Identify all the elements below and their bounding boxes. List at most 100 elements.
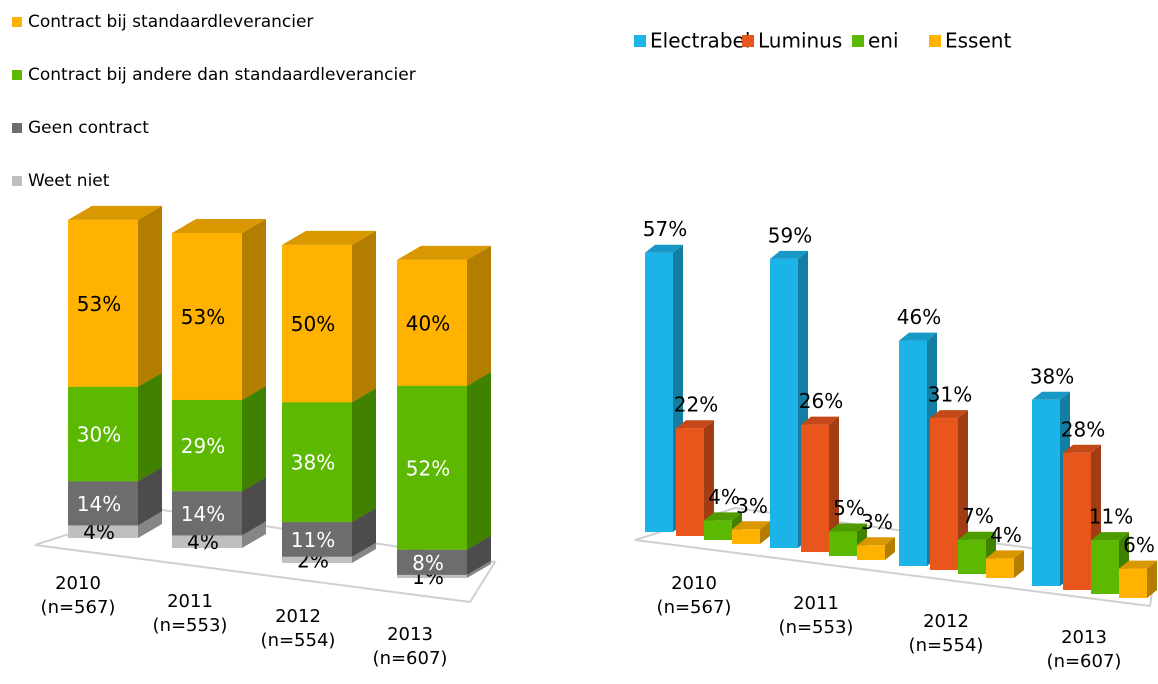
value-label: 57%	[643, 217, 687, 241]
bar-front	[282, 402, 352, 523]
bar-segment	[172, 219, 266, 400]
legend-label: Contract bij andere dan standaardleveran…	[28, 65, 416, 85]
bar-front	[172, 491, 242, 536]
legend-swatch	[634, 35, 646, 47]
legend-swatch	[12, 123, 22, 133]
bar-top	[1032, 391, 1070, 400]
bar	[930, 410, 968, 570]
bar-side	[467, 371, 491, 550]
bar-side	[829, 416, 839, 552]
bar-side	[352, 508, 376, 557]
bar-front	[172, 399, 242, 492]
bar-front	[282, 244, 352, 403]
bar-top	[1091, 532, 1129, 541]
bar-side	[1147, 560, 1157, 598]
legend-swatch	[852, 35, 864, 47]
value-label: 46%	[897, 305, 941, 329]
bar-front	[1032, 399, 1060, 586]
bar-front	[397, 574, 467, 578]
bar-top	[704, 512, 742, 521]
bar-top	[172, 219, 266, 233]
bar-side	[242, 521, 266, 548]
bar-front	[770, 258, 798, 548]
bar	[958, 531, 996, 574]
legend-swatch	[12, 17, 22, 27]
bar-front	[172, 233, 242, 400]
bar-side	[242, 219, 266, 400]
value-label: 53%	[77, 292, 121, 316]
bar-front	[732, 529, 760, 544]
bar-front	[397, 385, 467, 550]
bar-side	[138, 511, 162, 538]
value-label: 29%	[181, 434, 225, 458]
bar-front	[986, 558, 1014, 578]
value-label: 53%	[181, 305, 225, 329]
bar-front	[645, 252, 673, 532]
bar-top	[1119, 560, 1157, 569]
bar-front	[1091, 540, 1119, 594]
legend-label: Contract bij standaardleverancier	[28, 12, 313, 32]
bar-front	[930, 418, 958, 570]
bar	[732, 521, 770, 544]
x-tick-label: 2012 (n=554)	[908, 611, 984, 656]
bar-side	[760, 521, 770, 544]
value-label: 8%	[412, 551, 444, 575]
value-label: 38%	[1030, 364, 1074, 388]
legend-swatch	[929, 35, 941, 47]
x-tick-label: 2010 (n=567)	[40, 573, 116, 618]
bar-side	[467, 535, 491, 575]
bar	[986, 550, 1024, 578]
bar-front	[801, 424, 829, 552]
bar-front	[1119, 568, 1147, 598]
legend-label: Luminus	[758, 29, 842, 53]
bar-side	[138, 467, 162, 526]
value-label: 3%	[736, 494, 768, 518]
bar-side	[242, 385, 266, 492]
bar-side	[467, 560, 491, 578]
value-label: 26%	[799, 389, 843, 413]
bar-segment	[397, 371, 491, 550]
value-label: 14%	[77, 492, 121, 516]
bar	[770, 250, 808, 548]
bar-side	[352, 230, 376, 403]
bar-side	[242, 477, 266, 536]
bar	[1091, 532, 1129, 594]
bar-top	[899, 332, 937, 341]
bar-top	[732, 521, 770, 530]
value-label: 28%	[1061, 417, 1105, 441]
bar-top	[801, 416, 839, 425]
bar-side	[958, 410, 968, 570]
bar-front	[397, 259, 467, 386]
bar-front	[68, 219, 138, 387]
bar-top	[958, 531, 996, 540]
legend-swatch	[742, 35, 754, 47]
bar-front	[172, 535, 242, 548]
value-label: 30%	[77, 423, 121, 447]
bar-front	[958, 539, 986, 574]
bar-top	[397, 245, 491, 260]
bar-side	[352, 388, 376, 523]
bar-front	[68, 481, 138, 526]
value-label: 11%	[1089, 505, 1133, 529]
bar-front	[1063, 452, 1091, 590]
value-label: 52%	[406, 456, 450, 480]
bar-front	[899, 340, 927, 566]
value-label: 3%	[861, 510, 893, 534]
bar-front	[68, 525, 138, 538]
x-tick-label: 2010 (n=567)	[656, 573, 732, 618]
value-label: 7%	[962, 504, 994, 528]
bar-top	[829, 523, 867, 532]
value-label: 22%	[674, 393, 718, 417]
bar-top	[857, 537, 895, 546]
bar-top	[68, 205, 162, 220]
bar-top	[676, 420, 714, 429]
bar-side	[138, 205, 162, 387]
value-label: 50%	[291, 312, 335, 336]
bar-segment	[68, 205, 162, 387]
bar-side	[138, 372, 162, 482]
x-tick-label: 2012 (n=554)	[260, 606, 336, 651]
value-label: 59%	[768, 223, 812, 247]
value-label: 4%	[990, 523, 1022, 547]
